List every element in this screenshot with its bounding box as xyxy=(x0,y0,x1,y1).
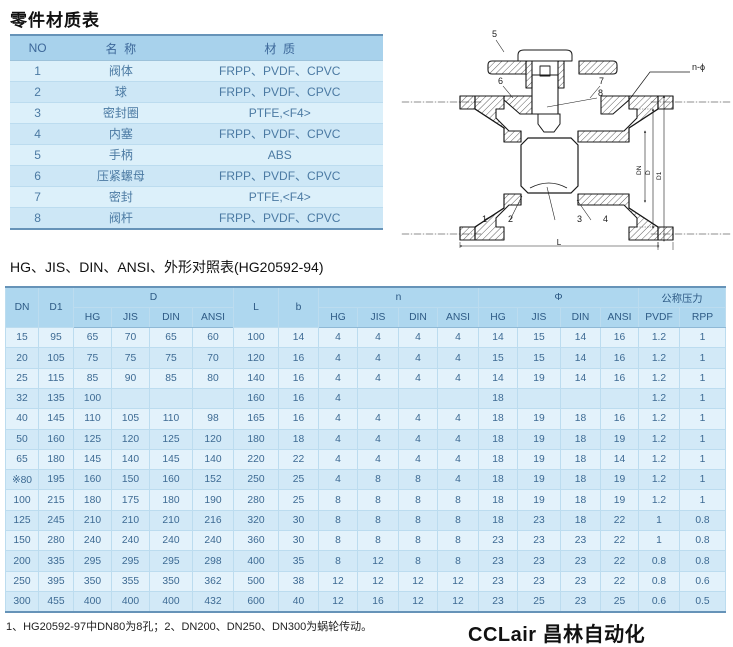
svg-text:3: 3 xyxy=(577,214,582,224)
svg-text:2: 2 xyxy=(508,214,513,224)
svg-text:1: 1 xyxy=(482,214,487,224)
svg-text:DN: DN xyxy=(636,165,643,175)
svg-text:5: 5 xyxy=(492,29,497,39)
svg-text:4: 4 xyxy=(603,214,608,224)
svg-text:8: 8 xyxy=(598,88,603,98)
svg-text:D: D xyxy=(645,170,652,175)
svg-text:D1: D1 xyxy=(656,171,663,180)
svg-text:6: 6 xyxy=(498,76,503,86)
svg-text:n-ϕ: n-ϕ xyxy=(692,62,705,72)
svg-text:7: 7 xyxy=(599,76,604,86)
svg-text:L: L xyxy=(557,238,562,247)
